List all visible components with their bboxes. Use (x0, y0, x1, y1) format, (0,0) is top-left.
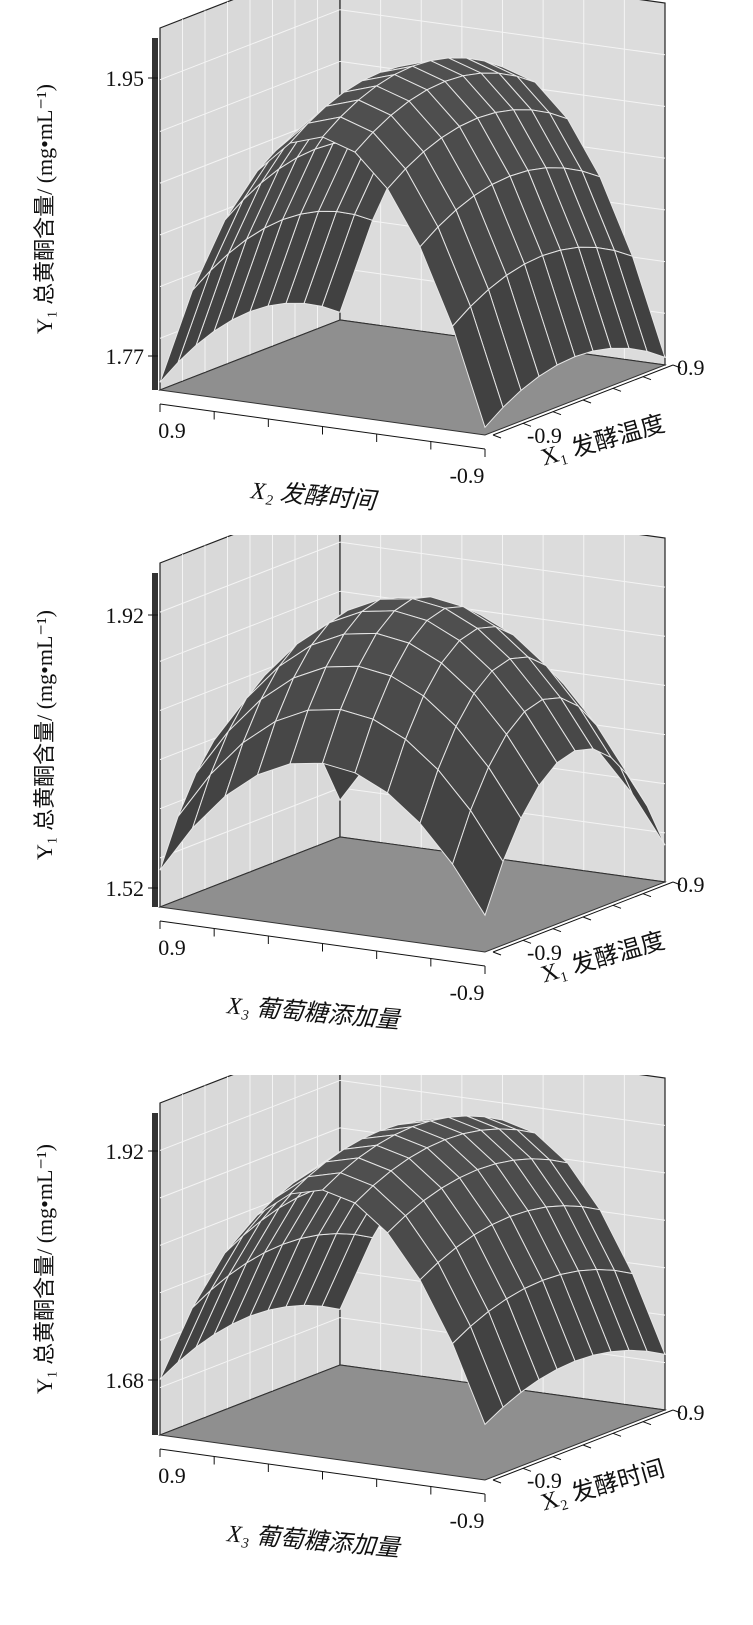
x-axis-label: X₃ 葡萄糖添加量 (225, 992, 403, 1034)
wall-grid-line (159, 787, 341, 859)
z-axis-bar (152, 573, 158, 907)
surface-facet (451, 1325, 504, 1426)
surface-plot-3: 1.92 1.68 Y₁ 总黄酮含量/ (mg•mL⁻¹) 0.9 -0.9 X₃ 葡萄糖… (0, 1075, 753, 1625)
z-tick-label: 1.92 (106, 603, 145, 628)
floor-plane (158, 836, 667, 953)
surface-facet (451, 809, 504, 917)
y-tick-mark (612, 387, 622, 392)
x-tick-label: -0.9 (450, 1508, 485, 1533)
y-tick-mark (642, 893, 652, 898)
y-tick-mark (672, 364, 682, 369)
wall-grid-line (159, 1127, 341, 1199)
wall-grid-line (159, 541, 341, 613)
surface-plot-1-svg: 1.95 1.77 Y₁ 总黄酮含量/ (mg•mL⁻¹) 0.9 -0.9 X₂ 发酵时… (32, 0, 705, 515)
surface-plot-2: 1.92 1.52 Y₁ 总黄酮含量/ (mg•mL⁻¹) 0.9 -0.9 X₃ 葡萄糖… (0, 535, 753, 1055)
y-tick-mark (582, 1444, 592, 1449)
surface-plot-1: 1.95 1.77 Y₁ 总黄酮含量/ (mg•mL⁻¹) 0.9 -0.9 X₂ 发酵时… (0, 0, 753, 520)
z-axis-bar (152, 1113, 158, 1435)
z-axis-label: Y₁ 总黄酮含量/ (mg•mL⁻¹) (32, 84, 57, 334)
x-axis-label: X₂ 发酵时间 (249, 477, 380, 515)
y-tick-label: 0.9 (677, 1400, 705, 1425)
z-axis-label: Y₁ 总黄酮含量/ (mg•mL⁻¹) (32, 1144, 57, 1394)
y-tick-mark (672, 1409, 682, 1414)
wall-grid-line (159, 1317, 341, 1389)
z-tick-label: 1.68 (106, 1368, 145, 1393)
wall-grid-line (339, 1079, 666, 1126)
y-axis-label: X₁ 发酵温度 (538, 410, 668, 471)
y-axis-label: X₁ 发酵温度 (538, 927, 668, 988)
wall-grid-line (159, 9, 341, 81)
x-tick-label: 0.9 (158, 1463, 186, 1488)
y-tick-mark (552, 411, 562, 416)
surface-plot-group: 1.92 1.68 Y₁ 总黄酮含量/ (mg•mL⁻¹) 0.9 -0.9 X₃ 葡萄糖… (32, 1075, 705, 1562)
y-tick-label: -0.9 (527, 423, 562, 448)
z-tick-label: 1.95 (106, 66, 145, 91)
y-tick-label: 0.9 (677, 355, 705, 380)
y-tick-mark (612, 904, 622, 909)
surface-facet (451, 305, 504, 429)
y-tick-mark (522, 939, 532, 944)
x-tick-label: -0.9 (450, 980, 485, 1005)
y-tick-mark (642, 1421, 652, 1426)
y-tick-mark (552, 928, 562, 933)
y-tick-label: -0.9 (527, 1468, 562, 1493)
y-tick-mark (522, 422, 532, 427)
x-tick-label: 0.9 (158, 418, 186, 443)
y-tick-mark (492, 1479, 502, 1484)
surface-plot-group: 1.95 1.77 Y₁ 总黄酮含量/ (mg•mL⁻¹) 0.9 -0.9 X₂ 发酵时… (32, 0, 705, 515)
y-tick-mark (492, 951, 502, 956)
y-tick-mark (642, 376, 652, 381)
y-tick-mark (552, 1456, 562, 1461)
wall-grid-line (339, 9, 666, 56)
y-tick-mark (492, 434, 502, 439)
surface-plot-3-svg: 1.92 1.68 Y₁ 总黄酮含量/ (mg•mL⁻¹) 0.9 -0.9 X₃ 葡萄糖… (32, 1075, 705, 1562)
x-tick-label: -0.9 (450, 463, 485, 488)
floor-plane (158, 1364, 667, 1481)
z-axis-bar (152, 38, 158, 390)
z-axis-label: Y₁ 总黄酮含量/ (mg•mL⁻¹) (32, 610, 57, 860)
y-tick-mark (612, 1432, 622, 1437)
wall-grid-line (159, 60, 341, 132)
y-tick-label: -0.9 (527, 940, 562, 965)
y-tick-label: 0.9 (677, 872, 705, 897)
z-tick-label: 1.77 (106, 344, 145, 369)
y-axis-label: X₂ 发酵时间 (538, 1455, 668, 1516)
x-axis-label: X₃ 葡萄糖添加量 (225, 1520, 403, 1562)
x-tick-label: 0.9 (158, 935, 186, 960)
y-tick-mark (672, 881, 682, 886)
z-tick-label: 1.52 (106, 876, 145, 901)
surface-plot-group: 1.92 1.52 Y₁ 总黄酮含量/ (mg•mL⁻¹) 0.9 -0.9 X₃ 葡萄糖… (32, 535, 705, 1034)
surface-plot-2-svg: 1.92 1.52 Y₁ 总黄酮含量/ (mg•mL⁻¹) 0.9 -0.9 X₃ 葡萄糖… (32, 535, 705, 1034)
wall-grid-line (159, 1079, 341, 1151)
y-tick-mark (522, 1467, 532, 1472)
y-tick-mark (582, 916, 592, 921)
wall-grid-line (159, 590, 341, 662)
z-tick-label: 1.92 (106, 1139, 145, 1164)
y-tick-mark (582, 399, 592, 404)
wall-grid-line (339, 541, 666, 588)
